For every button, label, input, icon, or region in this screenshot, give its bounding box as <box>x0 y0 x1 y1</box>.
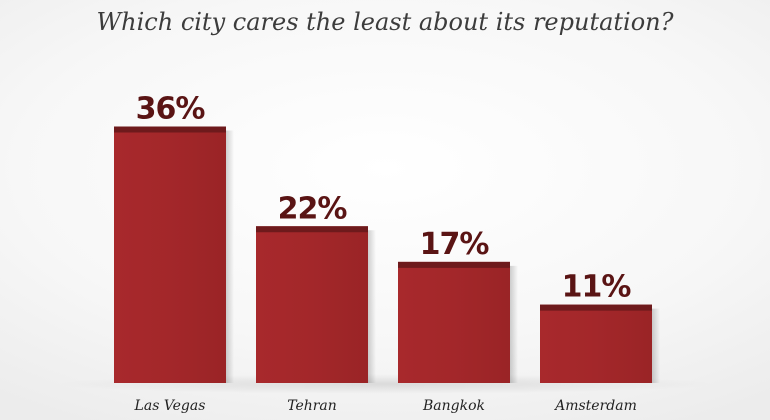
value-label-amsterdam: 11% <box>562 270 632 305</box>
bar-cap-tehran <box>256 226 368 233</box>
bar-tehran <box>256 226 368 383</box>
chart-title: Which city cares the least about its rep… <box>96 8 673 36</box>
bar-group-amsterdam: 11% Amsterdam <box>540 270 660 414</box>
bar-las-vegas <box>114 126 226 383</box>
category-label-bangkok: Bangkok <box>422 398 485 414</box>
value-label-bangkok: 17% <box>420 227 490 262</box>
value-label-tehran: 22% <box>278 191 348 226</box>
bar-cap-las-vegas <box>114 126 226 133</box>
bar-shadow-tehran <box>368 230 376 383</box>
category-label-tehran: Tehran <box>287 398 337 414</box>
bar-shadow-las-vegas <box>226 130 234 383</box>
bar-group-las-vegas: 36% Las Vegas <box>114 92 234 414</box>
bar-group-tehran: 22% Tehran <box>256 191 376 414</box>
bar-bangkok <box>398 261 510 383</box>
bar-cap-bangkok <box>398 261 510 268</box>
bar-shadow-amsterdam <box>652 308 660 383</box>
value-label-las-vegas: 36% <box>136 92 206 127</box>
bar-cap-amsterdam <box>540 304 652 311</box>
category-label-las-vegas: Las Vegas <box>134 398 206 414</box>
bar-amsterdam <box>540 304 652 383</box>
bar-group-bangkok: 17% Bangkok <box>398 227 518 414</box>
bars-layer: 36% Las Vegas 22% Tehran 17% Bangkok 11% Amster… <box>114 92 660 414</box>
category-label-amsterdam: Amsterdam <box>553 398 637 414</box>
bar-shadow-bangkok <box>510 265 518 383</box>
